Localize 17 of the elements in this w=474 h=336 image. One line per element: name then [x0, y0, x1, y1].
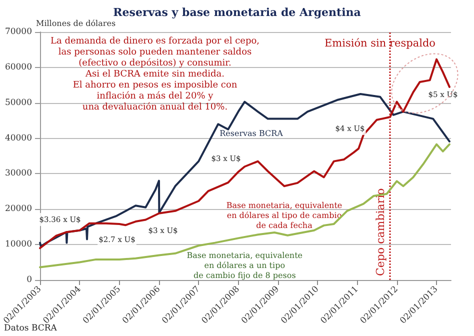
y-tick-label: 10000 [4, 240, 32, 250]
y-tick-label: 0 [26, 275, 32, 285]
y-tick-label: 30000 [4, 168, 32, 179]
ref-line-label: Cepo cambiario [374, 188, 387, 276]
text: Base monetaria, equivalente en dólares al tipo de cambio de cada fecha [226, 200, 342, 230]
y-tick-label: 60000 [4, 62, 32, 72]
y-tick-label: 20000 [4, 204, 32, 214]
annotation: Emisión sin respaldo [324, 38, 436, 50]
y-tick-label: 50000 [4, 98, 32, 108]
series-label: Reservas BCRA [220, 129, 284, 138]
annotation: La demanda de dinero es forzada por el cepo, las personas solo pueden mantener saldos (efectivo o depósitos) y consumir. Asi el BCRA emite sin medida. El ahorro en pesos es imposible con inflación a más del 20% y una devaluación anual del 10%. [50, 36, 260, 112]
chart-title: Reservas y base monetaria de Argentina [113, 6, 361, 19]
y-tick-label: 70000 [4, 27, 32, 37]
text: Datos BCRA [4, 324, 58, 334]
y-tick-label: 40000 [4, 133, 32, 144]
y-axis-title: Millones de dólares [36, 19, 116, 28]
series-label: Base monetaria, equivalente en dólares a un tipo de cambio fijo de 8 pesos [186, 251, 303, 280]
